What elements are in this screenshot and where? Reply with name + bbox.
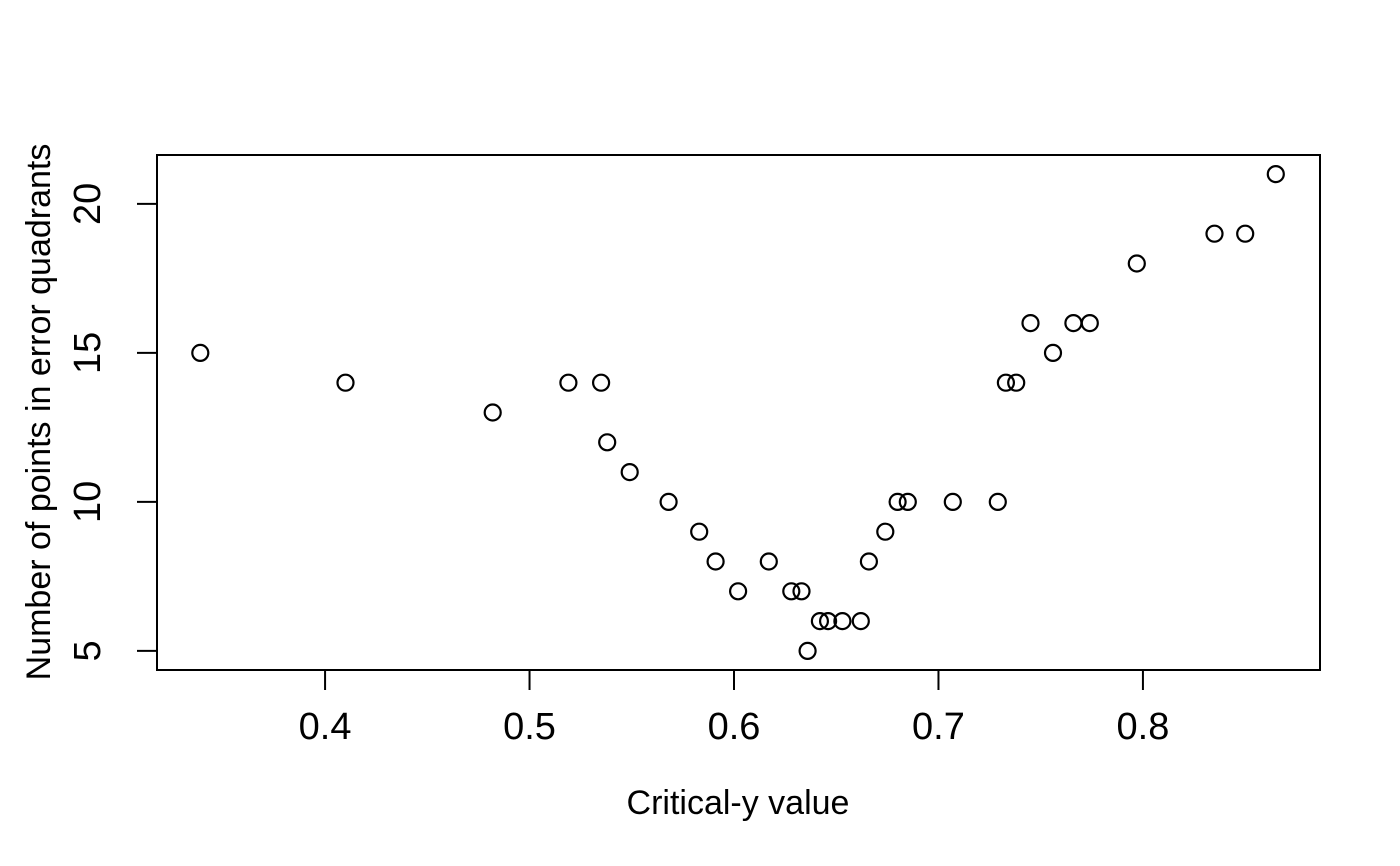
y-axis-tick-label: 10 (67, 481, 109, 523)
data-point (888, 492, 907, 511)
data-point (191, 343, 210, 362)
data-point (759, 552, 778, 571)
data-point (659, 492, 678, 511)
x-axis-tick-label: 0.7 (912, 706, 965, 748)
x-axis-title: Critical-y value (627, 784, 850, 822)
data-point (792, 582, 811, 601)
x-axis-tick-label: 0.5 (503, 706, 556, 748)
data-point (1080, 314, 1099, 333)
y-axis-title: Number of points in error quadrants (20, 144, 58, 681)
data-point (1021, 314, 1040, 333)
y-axis-tick-label: 5 (67, 640, 109, 661)
data-point (810, 611, 830, 631)
data-point (1236, 224, 1255, 243)
data-point (1127, 254, 1146, 273)
data-point (591, 373, 611, 392)
data-point (898, 492, 917, 511)
x-axis-tick-label: 0.6 (708, 706, 761, 748)
data-point (833, 611, 852, 631)
data-point (782, 582, 801, 601)
data-point (1064, 314, 1083, 333)
data-point (818, 611, 838, 631)
data-point (1266, 165, 1285, 184)
plot-dynamic-layer: 0.4 0.5 0.6 0.7 0.8 5 10 15 20 (67, 154, 1321, 748)
data-point (851, 611, 870, 631)
data-point (859, 552, 879, 571)
data-point (620, 463, 639, 482)
data-point (1205, 224, 1224, 243)
data-point (1007, 373, 1026, 392)
data-point (483, 403, 502, 422)
x-axis-tick-label: 0.4 (299, 706, 352, 748)
data-point (559, 373, 578, 392)
data-point (706, 552, 725, 571)
y-axis-tick-label: 20 (67, 183, 109, 225)
data-point (996, 373, 1016, 392)
data-point (943, 492, 962, 511)
data-point (598, 433, 617, 452)
data-point (988, 492, 1007, 511)
data-point (876, 522, 895, 541)
data-point (728, 582, 748, 601)
data-point (1043, 343, 1063, 362)
data-point (690, 522, 709, 541)
data-point (336, 373, 355, 392)
plot-box (156, 154, 1321, 671)
y-axis-tick-label: 15 (67, 332, 109, 374)
x-axis-tick-label: 0.8 (1117, 706, 1170, 748)
data-point (798, 641, 817, 661)
